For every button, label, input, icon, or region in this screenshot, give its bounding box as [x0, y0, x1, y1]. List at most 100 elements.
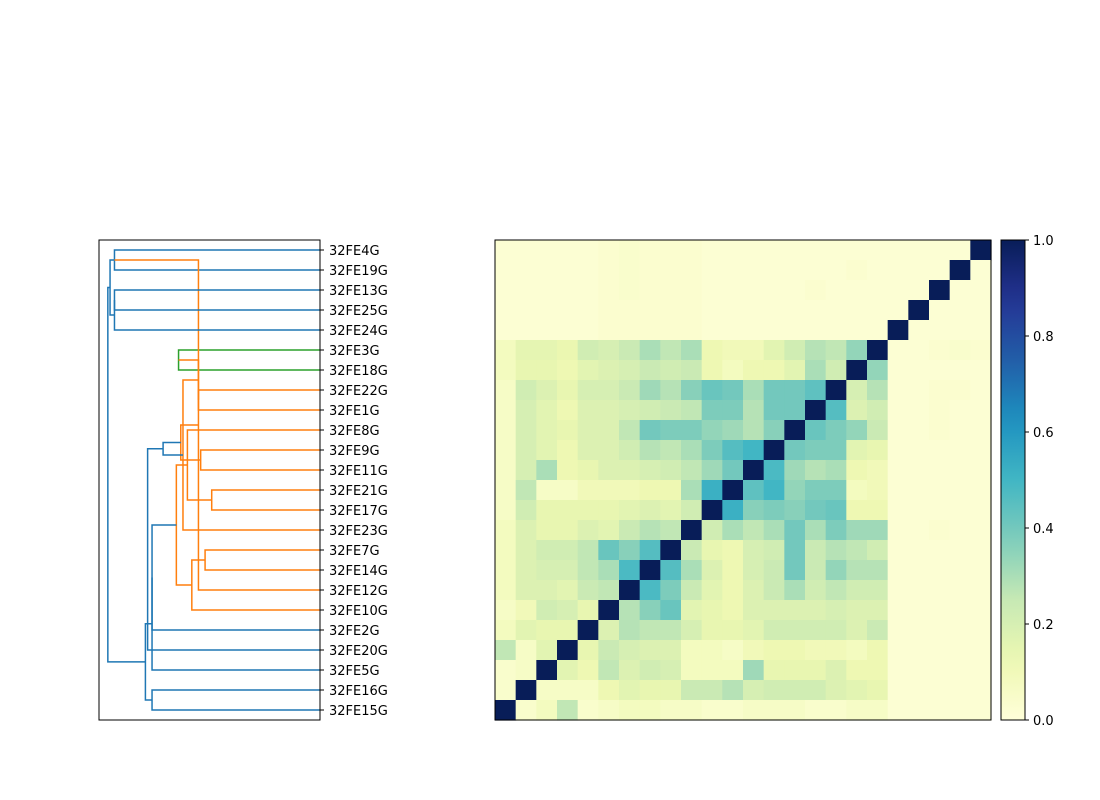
heatmap-cell — [660, 580, 682, 601]
heatmap-cell — [701, 580, 723, 601]
heatmap-cell — [784, 700, 806, 721]
heatmap-cell — [619, 360, 641, 381]
heatmap-cell — [825, 440, 847, 461]
heatmap-cell — [515, 340, 537, 361]
leaf-label: 32FE15G — [329, 704, 388, 719]
dendrogram-frame — [98, 239, 321, 721]
heatmap-cell — [722, 300, 744, 321]
heatmap-cell — [805, 480, 827, 501]
heatmap-cell — [784, 460, 806, 481]
heatmap-cell — [846, 320, 868, 341]
heatmap-cell — [557, 640, 579, 661]
heatmap-cell — [763, 340, 785, 361]
heatmap-cell — [577, 440, 599, 461]
leaf-label: 32FE5G — [329, 664, 380, 679]
heatmap-cell — [887, 440, 909, 461]
heatmap-cell — [929, 420, 951, 441]
heatmap-cell — [949, 400, 971, 421]
heatmap-cell — [536, 300, 558, 321]
heatmap-cell — [557, 420, 579, 441]
heatmap-cell — [495, 700, 517, 721]
heatmap-cell — [660, 600, 682, 621]
heatmap-cell — [515, 620, 537, 641]
heatmap-cell — [557, 280, 579, 301]
heatmap-cell — [949, 660, 971, 681]
colorbar-tick-label: 0.6 — [1033, 426, 1054, 441]
heatmap-cell — [846, 560, 868, 581]
heatmap-cell — [825, 660, 847, 681]
heatmap-cell — [701, 700, 723, 721]
heatmap-cell — [598, 400, 620, 421]
heatmap-cell — [743, 440, 765, 461]
heatmap-cell — [515, 420, 537, 441]
heatmap-cell — [825, 680, 847, 701]
heatmap-cell — [577, 300, 599, 321]
leaf-label: 32FE25G — [329, 304, 388, 319]
heatmap-cell — [805, 520, 827, 541]
heatmap-cell — [929, 340, 951, 361]
heatmap-cell — [805, 660, 827, 681]
leaf-label: 32FE3G — [329, 344, 380, 359]
heatmap-cell — [639, 300, 661, 321]
heatmap-cell — [805, 540, 827, 561]
heatmap-cell — [970, 460, 992, 481]
heatmap-cell — [536, 680, 558, 701]
heatmap-cell — [557, 460, 579, 481]
heatmap-cell — [825, 580, 847, 601]
heatmap-cell — [784, 240, 806, 261]
heatmap-cell — [970, 700, 992, 721]
heatmap-cell — [784, 320, 806, 341]
heatmap-cell — [577, 600, 599, 621]
heatmap-cell — [598, 620, 620, 641]
dendrogram-link-1 — [177, 349, 320, 371]
colorbar-tick-label: 0.4 — [1033, 522, 1054, 537]
heatmap-cell — [887, 600, 909, 621]
heatmap-cell — [949, 260, 971, 281]
heatmap-cell — [970, 660, 992, 681]
heatmap-cell — [681, 480, 703, 501]
heatmap-cell — [577, 660, 599, 681]
heatmap-cell — [970, 320, 992, 341]
heatmap-cell — [577, 580, 599, 601]
heatmap-cell — [846, 400, 868, 421]
heatmap-cell — [949, 360, 971, 381]
heatmap-cell — [536, 260, 558, 281]
heatmap-cell — [784, 440, 806, 461]
heatmap-cell — [619, 400, 641, 421]
heatmap-cell — [701, 600, 723, 621]
heatmap-cell — [598, 500, 620, 521]
heatmap-cell — [763, 540, 785, 561]
heatmap-cell — [805, 460, 827, 481]
heatmap-cell — [867, 700, 889, 721]
heatmap-cell — [867, 420, 889, 441]
heatmap-cell — [825, 380, 847, 401]
heatmap-cell — [639, 680, 661, 701]
heatmap-cell — [598, 560, 620, 581]
dendrogram-link-3 — [210, 489, 320, 511]
heatmap-cell — [949, 560, 971, 581]
heatmap-cell — [701, 440, 723, 461]
heatmap-cell — [970, 680, 992, 701]
heatmap-cell — [970, 440, 992, 461]
heatmap-cell — [846, 580, 868, 601]
heatmap-cell — [722, 600, 744, 621]
heatmap-cell — [846, 500, 868, 521]
heatmap-cell — [619, 340, 641, 361]
heatmap-cell — [515, 680, 537, 701]
heatmap-cell — [639, 400, 661, 421]
heatmap-cell — [929, 440, 951, 461]
heatmap-cell — [949, 500, 971, 521]
heatmap-cell — [763, 240, 785, 261]
heatmap-cell — [908, 460, 930, 481]
heatmap-cell — [929, 660, 951, 681]
heatmap-cell — [557, 440, 579, 461]
heatmap-cell — [908, 320, 930, 341]
heatmap-cell — [495, 260, 517, 281]
heatmap-cell — [577, 620, 599, 641]
heatmap-cell — [495, 320, 517, 341]
heatmap-cell — [805, 600, 827, 621]
heatmap-cell — [557, 660, 579, 681]
heatmap-cell — [681, 660, 703, 681]
dendrogram-link-20 — [113, 300, 320, 331]
dendrogram-link-18 — [144, 623, 153, 701]
